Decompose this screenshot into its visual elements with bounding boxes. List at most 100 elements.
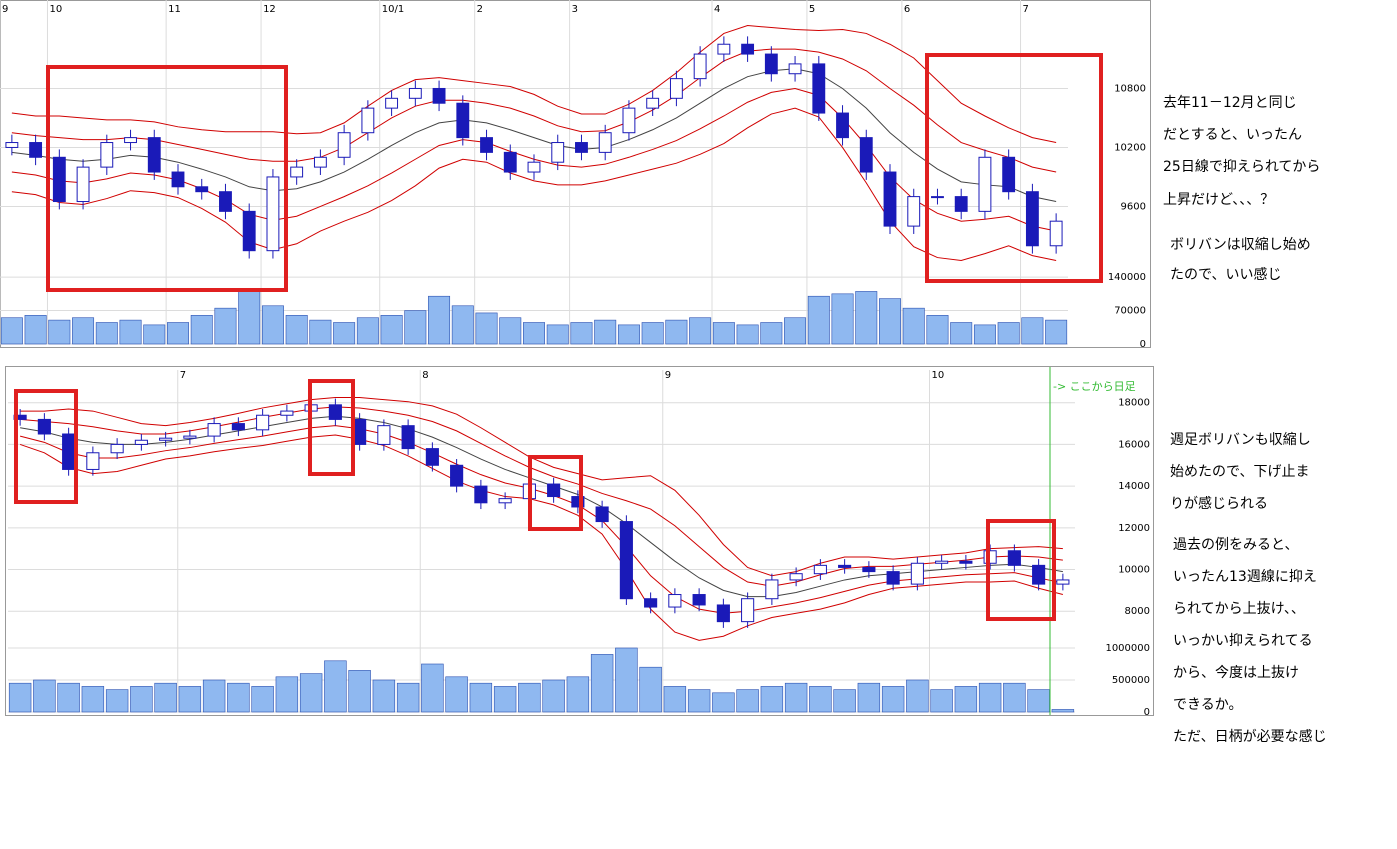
candle-body [498, 498, 512, 504]
band-line [11, 107, 1057, 262]
candle-body [280, 410, 294, 416]
volume-bar [33, 679, 56, 713]
volume-bar [451, 305, 474, 345]
volume-bar [542, 679, 565, 713]
volume-bar [1051, 709, 1075, 713]
note: だとすると、いったん [1163, 127, 1303, 143]
volume-bar [57, 682, 80, 713]
candle-body [231, 423, 245, 431]
volume-bar [784, 682, 808, 713]
volume-bar [807, 295, 830, 345]
volume-bar [926, 315, 949, 345]
volume-bar [72, 317, 95, 345]
volume-bar [261, 305, 284, 345]
volume-bar [594, 319, 617, 345]
volume-bar [566, 676, 590, 713]
candle-body [337, 132, 351, 158]
volume-bar [0, 317, 23, 345]
candle-body [408, 87, 422, 99]
volume-bar [1045, 319, 1068, 345]
candle-body [290, 166, 304, 178]
note: たので、いい感じ [1170, 267, 1282, 283]
x-tick-label: 2 [477, 4, 483, 15]
volume-bar [641, 322, 664, 345]
candle-body [171, 171, 185, 188]
y-tick-label: 8000 [1125, 606, 1150, 617]
x-tick-label: 12 [263, 4, 276, 15]
highlight-box [308, 379, 355, 476]
candle-body [741, 43, 755, 55]
candle-body [910, 562, 924, 585]
y-tick-label: 18000 [1118, 398, 1150, 409]
candle-body [159, 437, 173, 441]
x-tick-label: 10 [49, 4, 62, 15]
volume-bar [202, 679, 226, 713]
y-tick-label: 12000 [1118, 523, 1150, 534]
note: 過去の例をみると、 [1173, 537, 1299, 553]
note: 25日線で抑えられてから [1163, 159, 1321, 175]
candle-body [219, 191, 232, 212]
volume-bar [348, 670, 371, 713]
band-line [19, 434, 1063, 641]
volume-bar [469, 682, 493, 713]
y-tick-label: 140000 [1108, 272, 1146, 283]
x-tick-label: 7 [180, 370, 186, 381]
x-tick-label: 6 [904, 4, 910, 15]
candle-body [907, 196, 921, 227]
candle-body [385, 97, 399, 109]
candle-body [5, 142, 19, 148]
highlight-box [14, 389, 78, 504]
candle-body [571, 496, 585, 508]
volume-bar [879, 298, 901, 345]
volume-bar [954, 686, 978, 713]
candle-body [76, 166, 90, 203]
candle-body [595, 506, 609, 523]
candle-body [425, 448, 439, 466]
candle-body [838, 564, 852, 568]
candle-body [668, 594, 682, 608]
candle-body [124, 137, 137, 144]
candle-body [983, 550, 997, 564]
volume-bar [689, 317, 712, 345]
volume-bar [760, 686, 784, 713]
y-tick-label: 70000 [1114, 306, 1146, 317]
y-tick-label: 500000 [1112, 675, 1150, 686]
candle-body [37, 418, 51, 435]
candle-body [935, 560, 949, 564]
volume-bar [190, 315, 213, 345]
candle-body [812, 63, 826, 114]
candle-body [1007, 550, 1021, 566]
candle-body [1032, 564, 1046, 585]
x-tick-label: 4 [714, 4, 720, 15]
candle-body [1002, 156, 1016, 193]
candle-body [547, 483, 561, 498]
candle-body [353, 418, 367, 445]
candle-body [183, 435, 197, 439]
volume-bar [590, 654, 614, 713]
volume-bar [639, 666, 662, 713]
volume-bar [421, 663, 444, 713]
note: 始めたので、下げ止ま [1170, 464, 1310, 480]
candle-body [361, 107, 375, 134]
candle-body [134, 439, 148, 445]
volume-bar [712, 322, 735, 345]
candle-body [100, 142, 114, 168]
candle-body [450, 464, 464, 487]
candle-body [764, 53, 778, 75]
note: りが感じられる [1170, 496, 1268, 512]
volume-bar [809, 686, 832, 713]
x-tick-label: 9 [2, 4, 8, 15]
volume-bar [570, 322, 593, 345]
volume-bar [380, 315, 403, 345]
candle-body [527, 161, 541, 173]
y-tick-label: 10200 [1114, 142, 1146, 153]
candle-body [147, 137, 161, 173]
x-tick-label: 10/1 [382, 4, 404, 15]
candle-body [931, 196, 944, 199]
volume-bar [615, 647, 638, 713]
volume-bar [736, 324, 759, 345]
volume-bar [95, 322, 118, 345]
candle-body [883, 171, 897, 227]
volume-bar [736, 689, 759, 713]
y-tick-label: 0 [1140, 339, 1146, 350]
